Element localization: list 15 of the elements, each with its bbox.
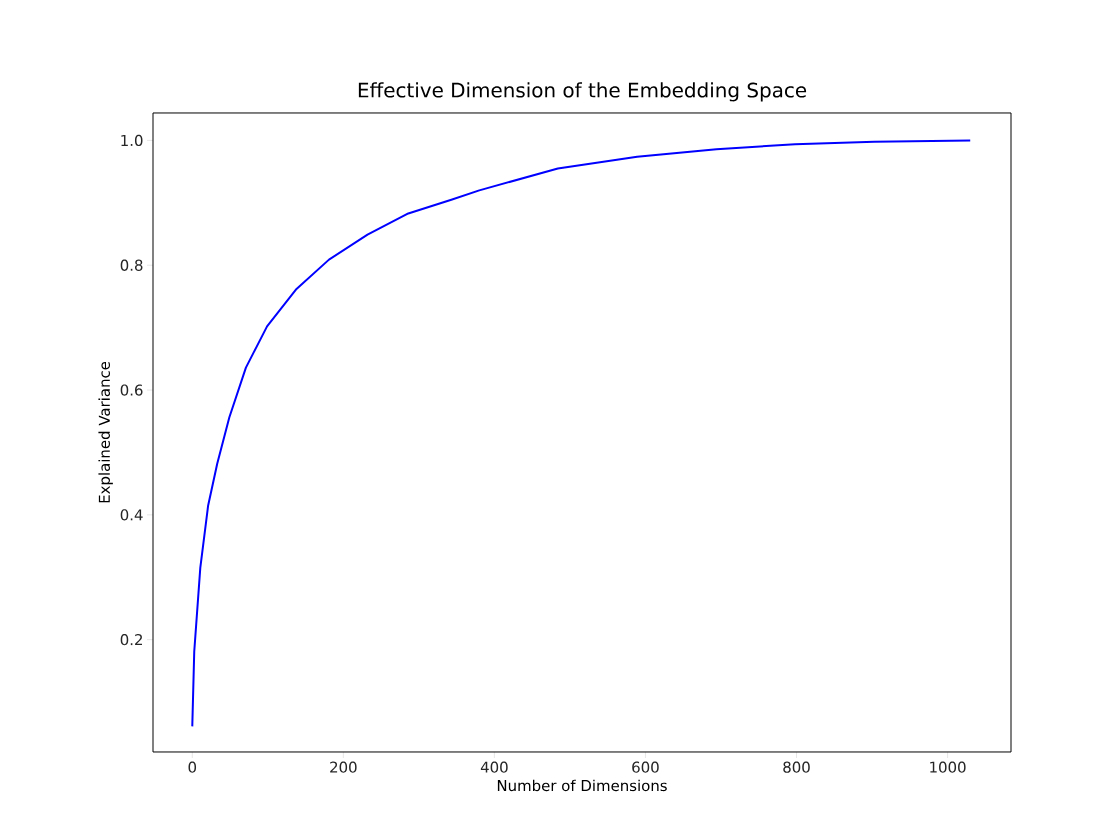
- y-tick-label: 0.8: [120, 259, 143, 271]
- y-axis-title: Explained Variance: [98, 361, 113, 503]
- chart-title: Effective Dimension of the Embedding Space: [358, 82, 807, 102]
- x-tick-label: 0: [188, 761, 197, 773]
- x-tick-label: 400: [480, 761, 508, 773]
- x-tick-label: 800: [783, 761, 810, 773]
- y-tick-label: 1.0: [121, 134, 143, 147]
- x-tick-label: 600: [632, 761, 659, 773]
- y-tick-label: 0.2: [120, 634, 142, 646]
- x-tick-label: 1000: [930, 761, 966, 773]
- y-tick-label: 0.4: [120, 509, 143, 521]
- y-tick-label: 0.6: [120, 384, 143, 396]
- line-series: [191, 139, 972, 728]
- x-tick-label: 200: [330, 761, 357, 773]
- x-axis-title: Number of Dimensions: [497, 779, 667, 792]
